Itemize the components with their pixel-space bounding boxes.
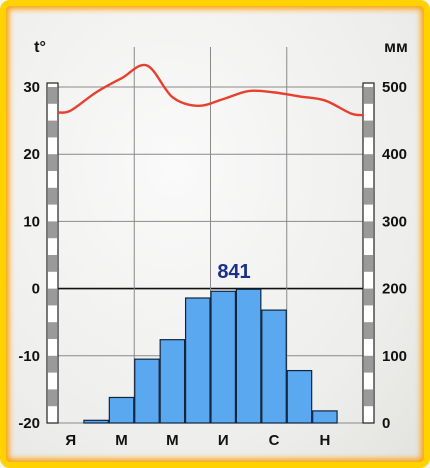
precipitation-bars xyxy=(83,288,338,424)
right-tick-label: 400 xyxy=(382,146,407,163)
left-scale-bar xyxy=(46,82,59,424)
left-tick-label: 10 xyxy=(23,213,40,230)
axis-labels: t° мм 841 xyxy=(34,39,408,283)
left-axis-label: t° xyxy=(34,39,46,56)
month-label: М xyxy=(115,432,128,449)
month-label: М xyxy=(166,432,179,449)
precipitation-bar xyxy=(184,297,211,424)
right-tick-label: 0 xyxy=(382,415,390,432)
month-label: И xyxy=(218,432,229,449)
precipitation-bar xyxy=(286,369,313,424)
left-tick-label: -20 xyxy=(18,415,40,432)
left-tick-label: 0 xyxy=(32,281,40,298)
left-tick-label: -10 xyxy=(18,348,40,365)
precipitation-bar xyxy=(108,396,135,424)
precipitation-bar xyxy=(159,339,186,424)
precipitation-bar xyxy=(210,290,237,424)
temperature-line xyxy=(57,63,364,117)
precipitation-bar xyxy=(261,309,287,424)
right-scale-bar xyxy=(362,82,375,424)
precipitation-bar xyxy=(83,419,109,424)
right-tick-label: 500 xyxy=(382,79,407,96)
month-label: Я xyxy=(65,432,76,449)
right-tick-label: 200 xyxy=(382,281,407,298)
left-tick-label: 20 xyxy=(23,146,40,163)
right-tick-label: 300 xyxy=(382,213,407,230)
annual-precipitation-label: 841 xyxy=(217,261,250,283)
temperature-curve xyxy=(57,63,364,117)
right-axis-label: мм xyxy=(384,39,408,56)
precipitation-bar xyxy=(134,358,160,424)
month-label: Н xyxy=(319,432,330,449)
precipitation-bar xyxy=(235,288,262,424)
left-tick-label: 30 xyxy=(23,79,40,96)
right-tick-label: 100 xyxy=(382,348,407,365)
month-label: С xyxy=(269,432,280,449)
precipitation-bar xyxy=(312,410,338,424)
